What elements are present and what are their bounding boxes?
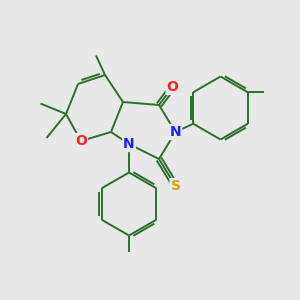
Text: N: N — [170, 125, 181, 139]
Text: S: S — [170, 179, 181, 193]
Text: O: O — [167, 80, 178, 94]
Text: N: N — [123, 137, 135, 151]
Text: O: O — [75, 134, 87, 148]
